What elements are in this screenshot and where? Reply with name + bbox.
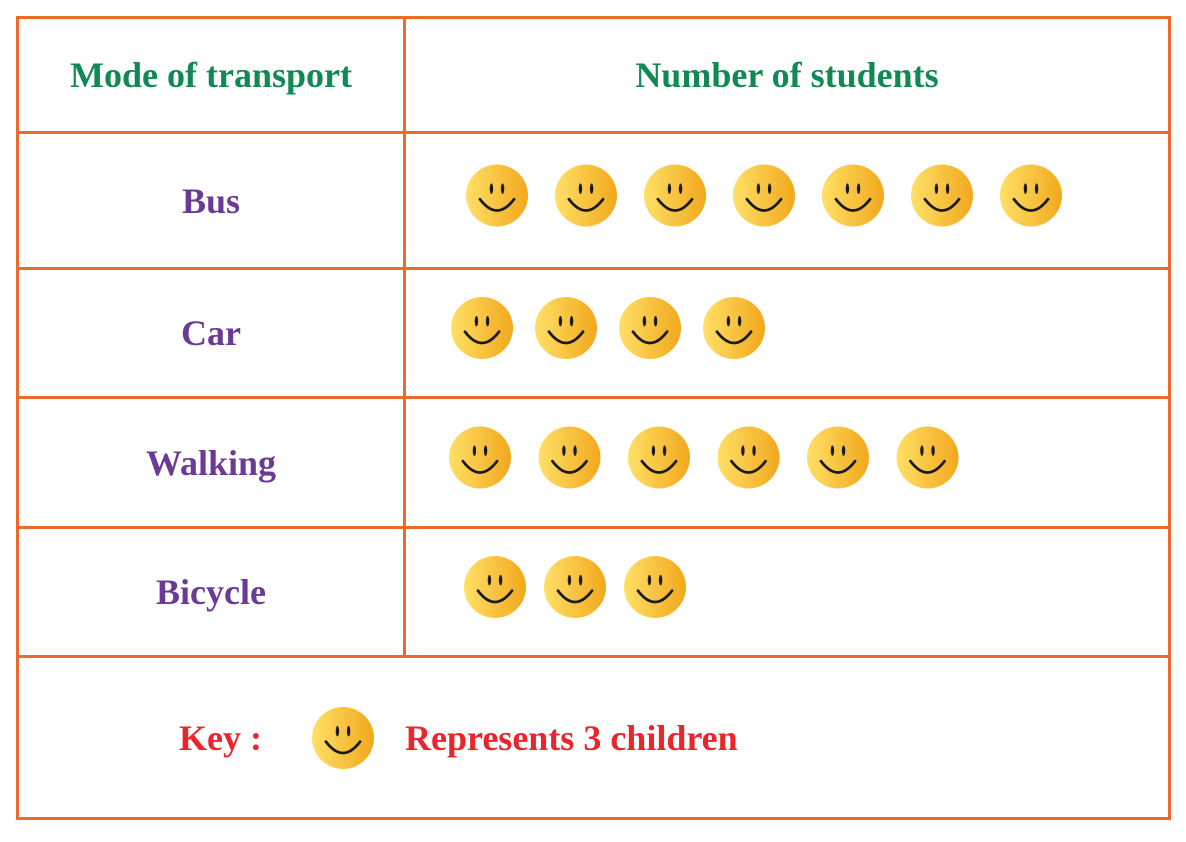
pictograph: Mode of transport Number of students Bus… — [16, 16, 1171, 820]
smiley-face-icon — [451, 297, 513, 359]
smiley-face-icon — [644, 164, 706, 227]
smiley-face-icon — [535, 297, 597, 359]
category-label-bus: Bus — [16, 131, 406, 270]
smiley-face-icon — [911, 164, 973, 227]
smiley-face-icon — [733, 164, 795, 227]
table-row: Car — [16, 267, 1171, 399]
icons-cell-walking — [403, 396, 1171, 529]
smiley-face-icon — [449, 426, 511, 489]
smiley-face-icon — [717, 426, 780, 489]
table-row: Bus — [16, 131, 1171, 270]
smiley-face-icon — [544, 556, 606, 618]
smiley-face-icon — [807, 426, 869, 489]
smiley-face-icon — [619, 297, 681, 359]
table-row: Walking — [16, 396, 1171, 529]
category-label-bicycle: Bicycle — [16, 526, 406, 658]
smiley-face-icon — [896, 426, 959, 489]
key-label: Key : — [179, 717, 262, 758]
header-mode-of-transport: Mode of transport — [16, 16, 406, 134]
smiley-face-icon — [466, 164, 528, 227]
smiley-face-icon — [624, 556, 686, 618]
key-row: Key : Represents 3 children — [16, 655, 1171, 820]
pictograph-table: Mode of transport Number of students Bus… — [16, 16, 1171, 820]
smiley-face-icon — [703, 297, 765, 359]
table-row: Bicycle — [16, 526, 1171, 658]
category-label-walking: Walking — [16, 396, 406, 529]
smiley-face-icon — [628, 426, 690, 489]
smiley-face-icon — [464, 556, 526, 618]
key-cell: Key : Represents 3 children — [16, 655, 1171, 820]
icons-walking — [449, 426, 959, 489]
icons-bus — [466, 164, 1062, 227]
icons-cell-bicycle — [403, 526, 1171, 658]
smiley-face-icon — [538, 426, 601, 489]
smiley-face-icon — [312, 706, 374, 769]
category-label-car: Car — [16, 267, 406, 399]
icons-car — [451, 297, 765, 359]
key-smiley-face — [312, 706, 374, 769]
key-text: Represents 3 children — [405, 717, 738, 758]
smiley-face-icon — [1000, 164, 1062, 227]
icons-bicycle — [464, 556, 686, 618]
header-number-of-students: Number of students — [403, 16, 1171, 134]
icons-cell-bus — [403, 131, 1171, 270]
smiley-face-icon — [555, 164, 617, 227]
icons-cell-car — [403, 267, 1171, 399]
header-row: Mode of transport Number of students — [16, 16, 1171, 134]
smiley-face-icon — [822, 164, 884, 227]
